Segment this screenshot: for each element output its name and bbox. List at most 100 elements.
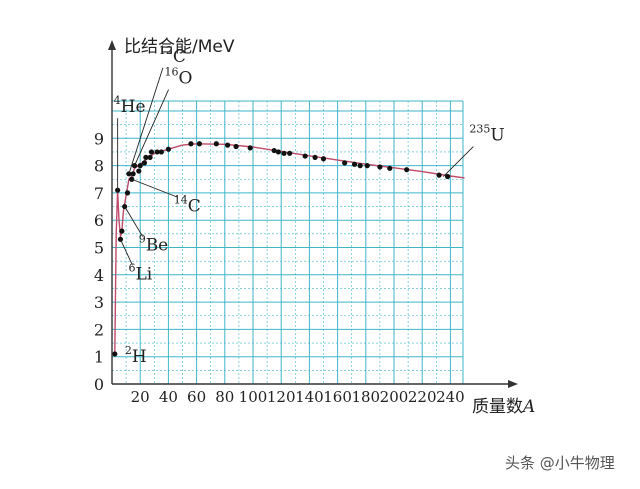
y-tick-label: 8 bbox=[94, 157, 104, 176]
y-tick-label: 4 bbox=[94, 266, 104, 285]
x-tick-label: 200 bbox=[380, 388, 409, 406]
data-point bbox=[364, 163, 370, 169]
x-tick-label: 240 bbox=[436, 388, 465, 406]
y-tick-label: 6 bbox=[94, 211, 104, 230]
x-axis-title: 质量数A bbox=[472, 397, 535, 417]
x-tick-label: 160 bbox=[323, 388, 352, 406]
mass-number-superscript: 6 bbox=[128, 261, 135, 274]
data-point bbox=[158, 149, 164, 155]
points-layer bbox=[112, 141, 451, 357]
mass-number-superscript: 235 bbox=[469, 123, 490, 136]
data-point bbox=[312, 154, 318, 161]
x-tick-label: 140 bbox=[295, 388, 324, 406]
element-symbol: H bbox=[132, 347, 147, 367]
y-tick-label: 3 bbox=[94, 293, 104, 312]
data-point bbox=[404, 167, 410, 173]
mass-number-superscript: 14 bbox=[174, 193, 188, 206]
data-point bbox=[188, 141, 194, 147]
x-tick-label: 120 bbox=[267, 388, 296, 406]
data-point bbox=[129, 176, 135, 182]
x-tick-label: 20 bbox=[131, 388, 150, 406]
data-point bbox=[357, 163, 363, 169]
annotation-leader-line bbox=[128, 67, 164, 174]
y-tick-label: 9 bbox=[94, 129, 104, 148]
x-tick-label: 220 bbox=[408, 388, 437, 406]
element-symbol: He bbox=[121, 97, 146, 117]
data-point bbox=[213, 141, 219, 147]
mass-number-superscript: 16 bbox=[165, 66, 179, 79]
element-symbol: C bbox=[173, 47, 186, 67]
data-point bbox=[225, 142, 231, 148]
annotation-leader-line bbox=[134, 89, 169, 166]
x-tick-label: 180 bbox=[351, 388, 380, 406]
chart-grid bbox=[112, 100, 464, 384]
nuclide-label: 16O bbox=[165, 66, 193, 89]
data-point bbox=[436, 172, 442, 178]
x-tick-label: 40 bbox=[159, 388, 178, 406]
data-point bbox=[147, 154, 153, 161]
nuclide-label: 14C bbox=[174, 193, 201, 216]
annotation-arrows bbox=[117, 67, 474, 266]
element-symbol: U bbox=[490, 126, 504, 146]
annotation-leader-line bbox=[124, 206, 144, 237]
mass-number-superscript: 2 bbox=[125, 344, 132, 357]
element-symbol: O bbox=[179, 69, 193, 89]
data-point bbox=[137, 163, 143, 169]
element-symbol: Li bbox=[135, 264, 152, 284]
x-tick-label: 100 bbox=[239, 388, 268, 406]
data-point bbox=[119, 228, 125, 234]
nuclide-label: 6Li bbox=[128, 261, 152, 284]
mass-number-superscript: 12 bbox=[159, 44, 173, 57]
data-point bbox=[148, 149, 155, 155]
data-point bbox=[122, 203, 128, 210]
nuclide-label: 2H bbox=[125, 344, 147, 367]
nuclide-label: 235U bbox=[469, 123, 504, 146]
data-point bbox=[154, 149, 160, 155]
mass-number-superscript: 4 bbox=[114, 94, 121, 107]
annotation-leader-line bbox=[443, 146, 474, 177]
data-point bbox=[112, 351, 118, 357]
nuclide-label: 4He bbox=[114, 94, 146, 117]
y-axis-arrow-icon bbox=[108, 40, 116, 50]
data-point bbox=[143, 154, 149, 161]
chart-axes bbox=[108, 40, 518, 388]
data-point bbox=[130, 171, 136, 177]
y-tick-label: 5 bbox=[94, 239, 104, 258]
data-point bbox=[196, 141, 203, 147]
data-point bbox=[287, 150, 293, 156]
watermark: 头条 @小牛物理 bbox=[505, 454, 615, 472]
data-point bbox=[124, 190, 131, 196]
data-point bbox=[136, 168, 142, 174]
x-tick-label: 80 bbox=[215, 388, 234, 406]
data-point bbox=[342, 160, 348, 166]
nuclide-label: 12C bbox=[159, 44, 186, 67]
data-point bbox=[387, 165, 393, 171]
data-point bbox=[302, 153, 308, 159]
x-axis-arrow-icon bbox=[508, 380, 518, 388]
x-tick-label: 60 bbox=[187, 388, 206, 406]
data-point bbox=[165, 146, 171, 152]
data-point bbox=[271, 147, 277, 154]
x-axis-variable: A bbox=[521, 397, 535, 417]
data-point bbox=[275, 149, 281, 155]
annotation-leader-line bbox=[120, 239, 133, 266]
element-symbol: C bbox=[188, 196, 201, 216]
data-point bbox=[247, 145, 253, 151]
data-point bbox=[320, 156, 327, 162]
annotation-leader-line bbox=[131, 178, 178, 198]
x-axis-title-text: 质量数 bbox=[472, 397, 523, 417]
data-point bbox=[377, 164, 383, 170]
data-point bbox=[444, 173, 451, 180]
y-tick-label: 1 bbox=[94, 348, 104, 367]
data-point bbox=[233, 143, 239, 150]
y-tick-label: 0 bbox=[94, 375, 104, 394]
data-point bbox=[141, 160, 148, 166]
y-tick-label: 2 bbox=[94, 320, 104, 339]
y-tick-label: 7 bbox=[94, 184, 104, 203]
data-point bbox=[281, 150, 287, 156]
y-axis-title: 比结合能/MeV bbox=[124, 37, 235, 57]
mass-number-superscript: 9 bbox=[139, 233, 146, 246]
